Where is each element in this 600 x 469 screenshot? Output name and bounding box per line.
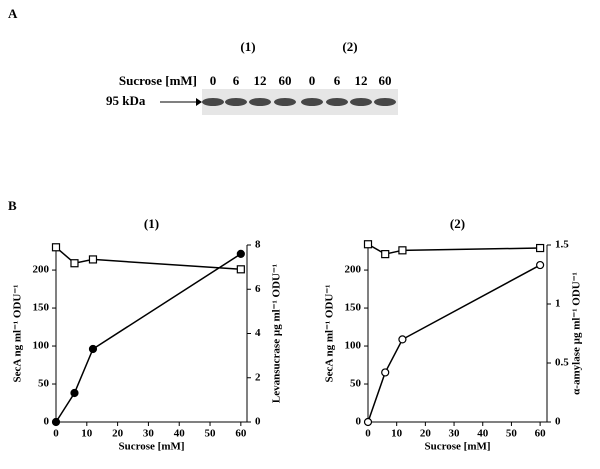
y2-tick-label: 0	[255, 416, 261, 428]
point	[381, 250, 390, 259]
y-tick-label: 200	[345, 264, 362, 276]
y-tick-label: 150	[345, 302, 362, 314]
x-tick-label: 0	[365, 428, 371, 440]
y2-tick-label: 2	[255, 371, 261, 383]
y-tick-label: 150	[33, 302, 50, 314]
lane-label: 0	[309, 73, 316, 88]
point	[51, 417, 61, 427]
band	[225, 98, 247, 106]
y-tick-label: 0	[356, 416, 362, 428]
point	[398, 335, 407, 344]
lane-label: 12	[254, 73, 267, 88]
band	[350, 98, 372, 106]
x-tick-label: 60	[535, 428, 547, 440]
panel-label: A	[8, 6, 18, 21]
point	[536, 260, 545, 270]
x-tick-label: 10	[391, 428, 403, 440]
series-line	[55, 253, 242, 423]
y2-axis-label: Levansucrase µg ml⁻¹ ODU⁻¹	[271, 264, 283, 403]
y-axis-label: SecA ng ml⁻¹ ODU⁻¹	[12, 285, 24, 383]
group-label: (1)	[240, 39, 255, 54]
chart-title: (1)	[144, 216, 159, 231]
lane-label: 12	[355, 73, 368, 88]
lane-label: 6	[334, 73, 341, 88]
band	[202, 98, 224, 106]
y2-tick-label: 6	[255, 283, 261, 295]
x-tick-label: 40	[477, 428, 489, 440]
arrow-head	[196, 98, 202, 106]
band	[374, 98, 396, 106]
point	[70, 259, 79, 268]
y-tick-label: 200	[33, 264, 50, 276]
x-tick-label: 60	[235, 428, 247, 440]
y2-tick-label: 0.5	[555, 357, 569, 369]
lane-label: 0	[210, 73, 217, 88]
x-tick-label: 40	[174, 428, 186, 440]
y2-tick-label: 0	[555, 416, 561, 428]
lane-label: 6	[233, 73, 240, 88]
y2-tick-label: 4	[255, 327, 261, 339]
point	[88, 255, 98, 264]
point	[363, 417, 373, 427]
point	[381, 368, 390, 377]
point	[363, 240, 373, 249]
y2-tick-label: 8	[255, 239, 261, 251]
point	[51, 243, 61, 252]
x-tick-label: 50	[506, 428, 518, 440]
y2-tick-label: 1	[555, 298, 561, 310]
point	[70, 388, 79, 398]
y-tick-label: 50	[38, 378, 50, 390]
group-label: (2)	[342, 39, 357, 54]
point	[88, 344, 98, 354]
band	[301, 98, 323, 106]
lane-label: 60	[379, 73, 392, 88]
series-line	[55, 246, 241, 271]
marker-label: 95 kDa	[106, 93, 146, 108]
band	[274, 98, 296, 106]
x-tick-label: 10	[81, 428, 93, 440]
chart-title: (2)	[450, 216, 465, 231]
x-axis-label: Sucrose [mM]	[118, 441, 184, 453]
row-label: Sucrose [mM]	[119, 73, 197, 88]
x-tick-label: 50	[205, 428, 217, 440]
y2-axis-label: α-amylase µg ml⁻¹ ODU⁻¹	[571, 272, 583, 395]
band	[249, 98, 271, 106]
point	[236, 265, 245, 274]
point	[398, 246, 407, 255]
panel-label: B	[8, 198, 17, 213]
y-axis-label: SecA ng ml⁻¹ ODU⁻¹	[324, 285, 336, 383]
lane-label: 60	[279, 73, 292, 88]
x-tick-label: 0	[53, 428, 59, 440]
x-tick-label: 30	[449, 428, 461, 440]
y-tick-label: 50	[350, 378, 362, 390]
point	[236, 249, 245, 258]
y-tick-label: 100	[345, 340, 362, 352]
series-line	[367, 264, 541, 423]
x-axis-label: Sucrose [mM]	[424, 441, 490, 453]
series-line	[367, 243, 541, 255]
y2-tick-label: 1.5	[555, 239, 569, 251]
y-tick-label: 100	[33, 340, 50, 352]
y-tick-label: 0	[44, 416, 50, 428]
x-tick-label: 20	[420, 428, 432, 440]
x-tick-label: 30	[143, 428, 155, 440]
point	[536, 243, 545, 253]
band	[326, 98, 348, 106]
x-tick-label: 20	[112, 428, 124, 440]
